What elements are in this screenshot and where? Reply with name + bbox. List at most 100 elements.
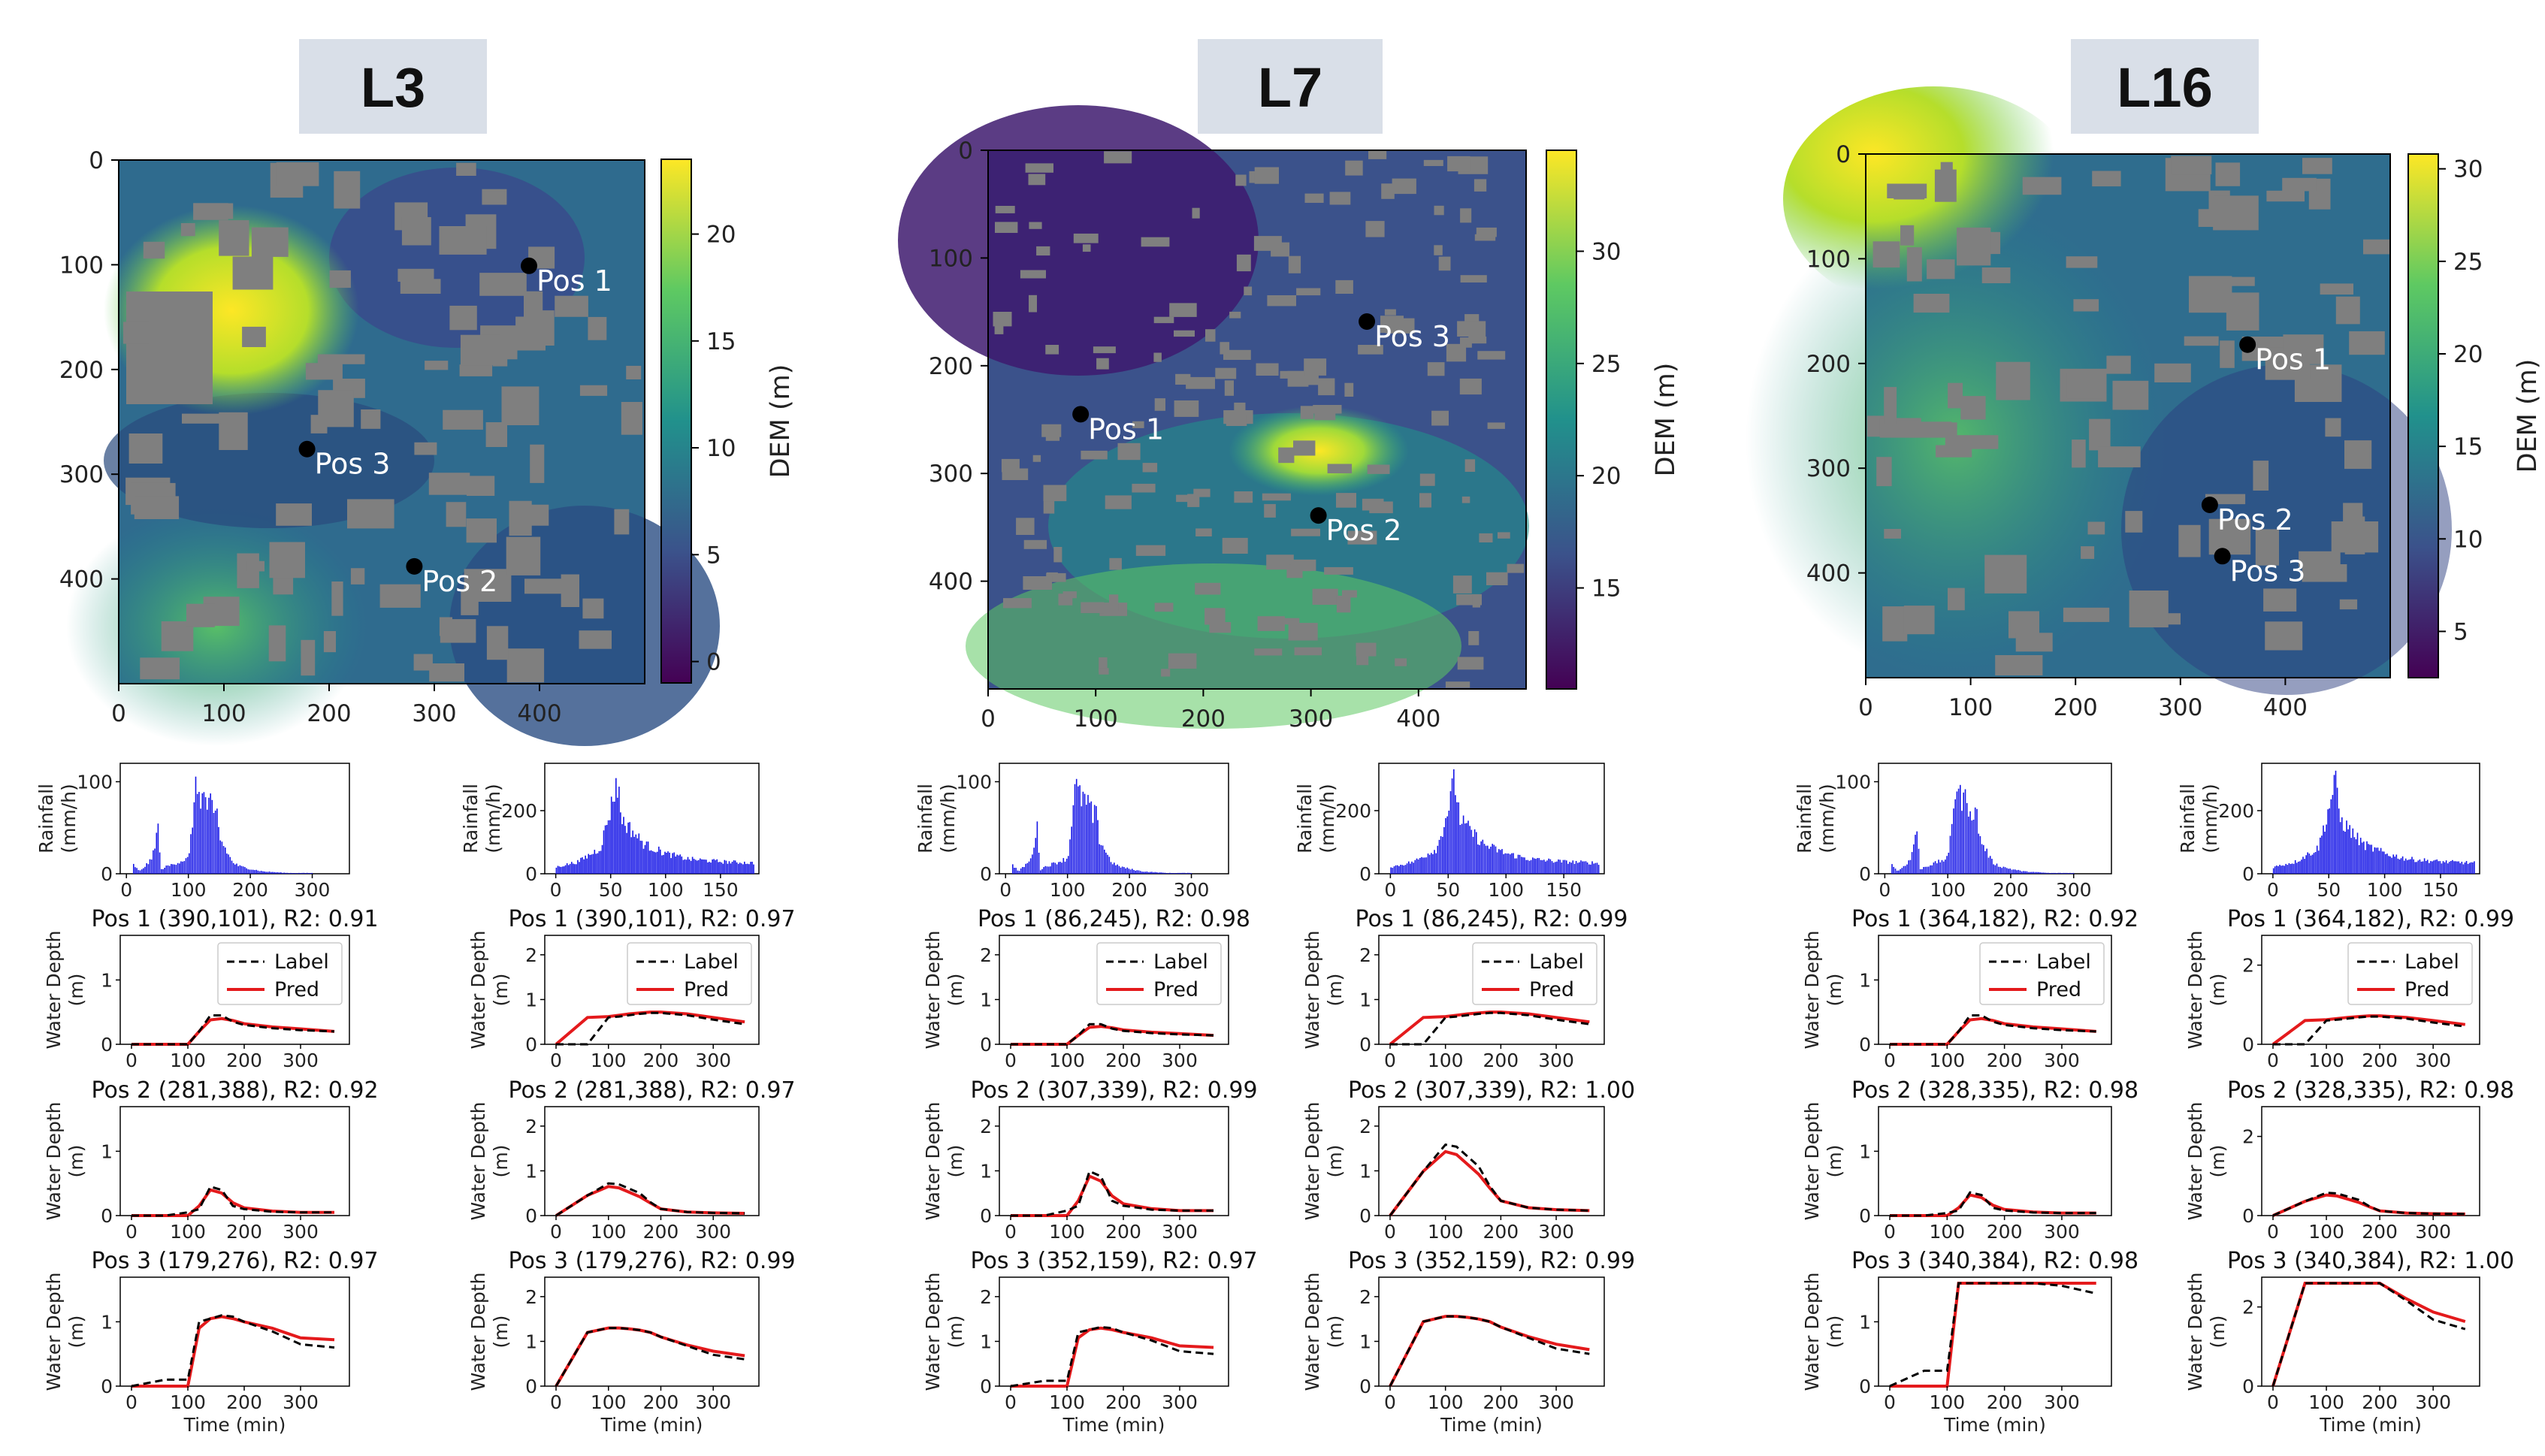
building [1168,653,1197,669]
time-xlabel: Time (min) [1062,1414,1165,1436]
building [1358,345,1383,355]
rain-bar [262,871,264,874]
rain-bar [2465,861,2468,874]
building [1249,171,1257,183]
rain-bar [1117,864,1118,874]
x-tick-label: 200 [2362,1050,2398,1071]
legend-pred-text: Pred [684,978,729,1001]
building [1234,491,1253,503]
building [1175,373,1191,385]
rain-bar [1597,865,1600,874]
rain-ylabel: Rainfall [2177,784,2199,853]
rain-bar [1936,863,1938,874]
x-tick-label: 100 [1050,879,1086,901]
pred-line [555,1185,745,1217]
building [1262,493,1291,501]
rain-bar [2054,872,2056,874]
y-tick-label: 100 [929,245,973,272]
depth-ylabel-unit: (m) [1824,1316,1845,1349]
time-xlabel: Time (min) [600,1414,703,1436]
rain-bar [2350,838,2352,874]
rain-bar [1165,873,1168,874]
building [134,496,180,519]
building [1041,424,1062,437]
rain-bar [685,859,688,874]
rain-bar [2304,859,2305,874]
building [1187,494,1200,507]
rain-bar [283,872,285,874]
rain-bar [589,855,591,874]
rain-bar [586,858,588,874]
rain-bar [1927,866,1930,874]
rain-bar [2301,859,2302,874]
building [2106,355,2131,374]
rain-bar [1036,821,1038,874]
rain-bar [192,827,193,874]
rain-bar [1120,867,1122,874]
position-marker [1072,406,1090,423]
building [1461,496,1470,503]
building [443,409,483,430]
depth-ylabel-unit: (m) [2207,974,2229,1007]
rain-bar [603,830,605,874]
rain-bar [1913,844,1915,874]
rain-bar [731,862,733,874]
site-title: L7 [1258,56,1322,119]
rain-bar [592,853,594,874]
rain-bar [742,864,744,874]
building [464,569,512,602]
rain-bar [180,861,182,874]
y-tick-label: 1 [1359,1160,1371,1182]
x-tick-label: 100 [591,1391,627,1413]
x-tick-label: 300 [1162,1391,1198,1413]
building [400,279,441,294]
rain-bar [2327,809,2329,874]
x-tick-label: 300 [1162,1221,1198,1243]
building [329,270,351,288]
rain-bar [679,854,682,874]
rain-bar [1074,784,1076,874]
rain-bar [2381,851,2383,874]
rain-bar [2398,859,2401,874]
rain-bar [2299,861,2301,874]
label-line [2271,1282,2466,1387]
colorbar-l16: 5 10 15 20 25 30 DEM (m) [2407,153,2543,678]
position-marker [406,557,423,575]
rain-bar [1586,862,1588,874]
rain-bar [1566,860,1567,874]
building [1235,174,1247,186]
x-tick-label: 100 [1930,879,1966,901]
building [1141,237,1170,247]
rain-bar [1069,839,1071,874]
rain-bar [1111,864,1114,874]
rain-bar [580,857,582,874]
rain-bar [2450,861,2452,874]
x-tick-label: 150 [703,879,739,901]
rain-bar [601,844,603,874]
rain-bar [1408,861,1410,874]
rain-bar [242,866,244,874]
rain-bar [310,873,311,874]
x-tick-label: 300 [412,700,456,727]
rain-bar [1903,865,1905,874]
rain-bar [308,873,310,874]
rain-bar [1442,836,1443,874]
plot-frame [2261,1276,2480,1387]
depth-ylabel: Water Depth [1301,1273,1323,1391]
building [506,536,541,575]
plot-frame [544,1106,760,1216]
rain-bar [286,872,289,874]
x-tick-label: 0 [2267,1050,2279,1071]
rain-bar [2012,869,2015,874]
x-tick-label: 200 [1105,1391,1141,1413]
y-tick-label: 200 [59,357,104,384]
depth-ylabel: Water Depth [467,1273,489,1391]
rain-bar [1476,832,1477,874]
rain-bar [2278,865,2279,874]
plot-title: Pos 2 (281,388), R2: 0.92 [91,1077,378,1104]
building [1336,595,1351,613]
y-tick-label: 1 [101,969,113,991]
x-tick-label: 200 [1105,1050,1141,1071]
water-depth-plot: Pos 1 (390,101), R2: 0.97 0 1 2 0 100 200 300 Wa… [467,906,796,1071]
rain-bar [1966,802,1968,874]
